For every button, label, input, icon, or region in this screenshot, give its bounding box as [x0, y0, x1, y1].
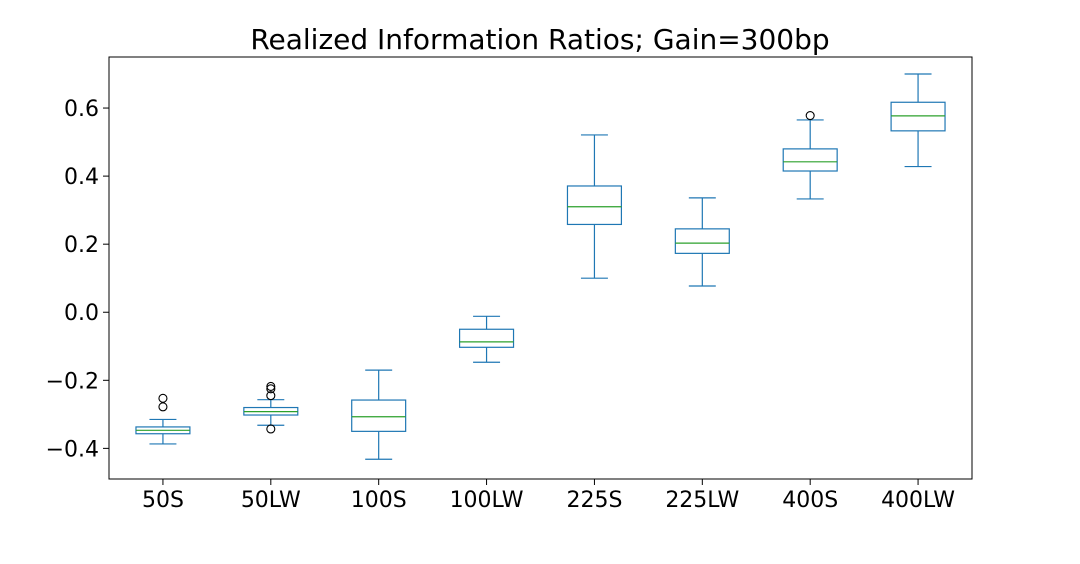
y-tick-label: 0.0	[64, 301, 99, 326]
y-tick-label: 0.2	[64, 233, 99, 258]
x-tick-label: 225LW	[665, 488, 739, 513]
box-group-400s	[782, 110, 838, 200]
box-group-225lw	[674, 197, 730, 287]
outlier-point	[805, 110, 815, 121]
box-group-50lw	[243, 381, 299, 434]
box-group-100s	[351, 369, 407, 460]
box-group-50s	[135, 393, 191, 445]
outlier-point	[266, 381, 276, 391]
x-tick-label: 400S	[782, 488, 838, 513]
box	[782, 148, 838, 172]
axes-frame	[108, 56, 973, 480]
box-group-400lw	[890, 73, 946, 168]
outlier-point	[266, 424, 276, 434]
y-tick-label: −0.4	[46, 437, 99, 462]
y-axis: −0.4 −0.2 0.0 0.2 0.4 0.6	[46, 97, 109, 462]
outlier-point	[266, 391, 276, 401]
x-tick-label: 50LW	[241, 488, 301, 513]
x-tick-label: 100S	[351, 488, 407, 513]
outlier-point	[266, 384, 276, 394]
y-tick-label: −0.2	[46, 369, 99, 394]
y-tick-label: 0.6	[64, 97, 99, 122]
y-tick-label: 0.4	[64, 165, 99, 190]
box	[674, 228, 730, 254]
outlier-point	[158, 402, 168, 412]
plot-area	[135, 73, 946, 460]
box	[566, 185, 623, 226]
box	[351, 399, 407, 432]
outlier-point	[158, 393, 168, 403]
x-tick-label: 50S	[142, 488, 184, 513]
chart-title: Realized Information Ratios; Gain=300bp	[250, 23, 829, 56]
x-tick-label: 225S	[566, 488, 622, 513]
box	[890, 101, 946, 132]
x-axis: 50S 50LW 100S 100LW 225S 225LW 400S 400LW	[142, 479, 955, 513]
x-tick-label: 400LW	[881, 488, 955, 513]
box-group-225s	[566, 134, 623, 279]
x-tick-label: 100LW	[450, 488, 524, 513]
box-group-100lw	[458, 315, 515, 363]
box	[458, 328, 515, 348]
